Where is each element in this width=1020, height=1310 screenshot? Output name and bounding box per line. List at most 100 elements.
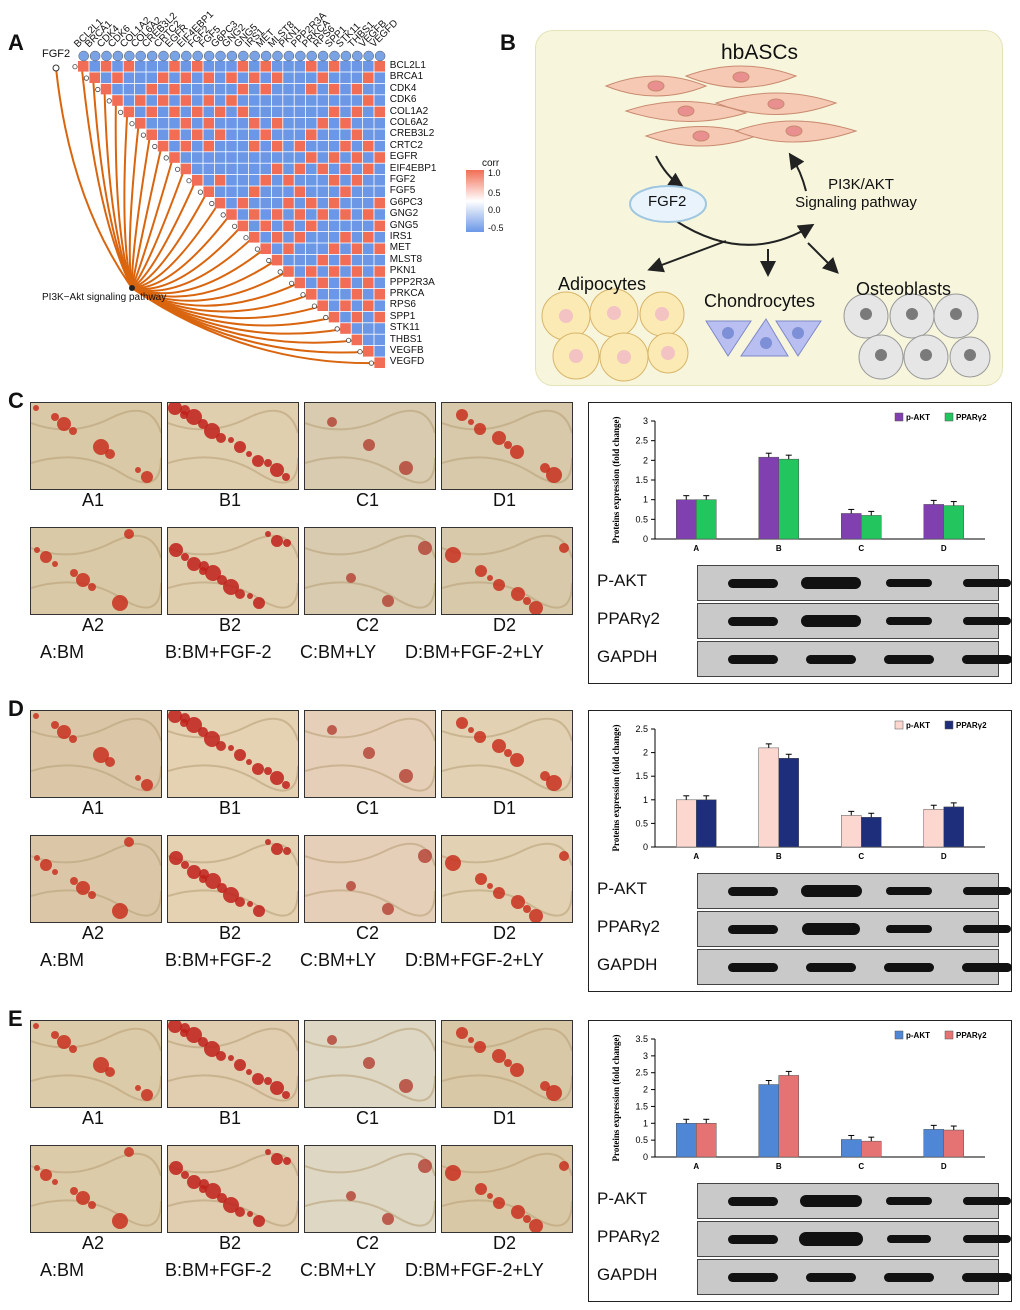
heatmap-cell <box>306 152 317 163</box>
heatmap-cell <box>283 83 294 95</box>
row-gene-label: PKN1 <box>389 265 416 277</box>
corr-tick-1: 1.0 <box>488 168 501 178</box>
heatmap-cell <box>363 129 374 140</box>
diagonal-node <box>95 86 101 93</box>
group-legend: A:BM <box>40 950 85 970</box>
heatmap-cell <box>340 277 351 289</box>
pathway-link <box>131 225 243 290</box>
heatmap-cell <box>123 61 135 72</box>
heatmap-cell <box>363 152 374 163</box>
column-marker <box>181 50 192 62</box>
heatmap-cell <box>157 106 169 118</box>
legend-swatch <box>944 1030 954 1040</box>
micrograph-caption: A2 <box>82 923 105 943</box>
heatmap-cell <box>363 254 374 266</box>
heatmap-cell <box>169 95 180 106</box>
column-marker <box>101 50 112 62</box>
heatmap-cell <box>328 106 340 118</box>
y-tick-label: 1 <box>643 1118 648 1128</box>
bar <box>778 1075 799 1158</box>
heatmap-cell <box>351 129 363 140</box>
heatmap-cell <box>306 243 317 254</box>
blot-strip <box>697 873 1011 909</box>
stain-texture <box>31 711 161 797</box>
heatmap-cell <box>271 140 283 152</box>
y-tick-label: 1.5 <box>635 475 648 485</box>
heatmap-cell <box>214 140 226 152</box>
row-gene-label: EGFR <box>389 151 418 163</box>
heatmap-cell <box>363 209 374 220</box>
heatmap-cell <box>363 106 374 118</box>
heatmap-cell <box>363 61 374 72</box>
heatmap-cell <box>271 186 283 197</box>
heatmap-cell <box>249 106 260 118</box>
pathway-link <box>131 236 254 292</box>
heatmap-cell <box>89 61 100 72</box>
heatmap-cell <box>351 186 363 197</box>
heatmap-cell <box>203 129 214 140</box>
heatmap-cell <box>363 232 374 243</box>
heatmap-cell <box>237 175 249 186</box>
heatmap-cell <box>283 72 294 83</box>
heatmap-cell <box>317 186 328 197</box>
heatmap-cell <box>146 106 157 118</box>
group-legend: D:BM+FGF-2+LY <box>405 1260 544 1280</box>
heatmap-cell <box>351 163 363 175</box>
heatmap-cell <box>237 140 249 152</box>
column-marker <box>295 50 306 62</box>
heatmap-cell <box>374 357 385 368</box>
heatmap-cell <box>363 83 374 95</box>
legend-label: p-AKT <box>906 1031 930 1040</box>
heatmap-cell <box>294 61 306 72</box>
heatmap-cell <box>237 72 249 83</box>
y-tick-label: 1.5 <box>635 1101 648 1111</box>
heatmap-cell <box>203 175 214 186</box>
stain-texture <box>31 403 161 489</box>
heatmap-cell <box>363 220 374 232</box>
heatmap-cell <box>374 266 385 277</box>
heatmap-cell <box>214 175 226 186</box>
fgf2-node: FGF2 <box>648 193 687 210</box>
heatmap-cell <box>169 152 180 163</box>
heatmap-cell <box>249 140 260 152</box>
diagonal-node <box>186 178 192 184</box>
heatmap-cell <box>317 163 328 175</box>
heatmap-cell <box>249 209 260 220</box>
heatmap-cell <box>157 72 169 83</box>
diagonal-node <box>220 212 226 218</box>
heatmap-cell <box>180 118 192 129</box>
heatmap-cell <box>203 163 214 175</box>
heatmap-cell <box>226 61 237 72</box>
heatmap-cell <box>328 61 340 72</box>
heatmap-cell <box>226 175 237 186</box>
heatmap-cell <box>203 140 214 152</box>
heatmap-cell <box>328 289 340 300</box>
blot-band <box>885 886 933 895</box>
diagonal-node <box>163 155 169 161</box>
heatmap-cell <box>226 83 237 95</box>
heatmap-cell <box>374 323 385 334</box>
diagonal-node <box>277 269 283 275</box>
pathway-link <box>131 157 174 289</box>
heatmap-cell <box>374 334 385 346</box>
column-marker <box>249 50 260 62</box>
heatmap-cell <box>363 163 374 175</box>
heatmap-cell <box>374 243 385 254</box>
heatmap-cell <box>306 220 317 232</box>
heatmap-cell <box>363 311 374 323</box>
heatmap-cell <box>351 106 363 118</box>
bar <box>676 499 697 540</box>
heatmap-cell <box>169 72 180 83</box>
bar <box>923 1129 944 1158</box>
osteoblasts-label: Osteoblasts <box>856 279 952 299</box>
micrograph-caption: D2 <box>493 615 517 635</box>
heatmap-cell <box>351 152 363 163</box>
signaling-line1: PI3K/AKT <box>828 176 894 193</box>
blot-band <box>806 654 856 664</box>
diagonal-node <box>83 75 90 81</box>
heatmap-cell <box>340 197 351 209</box>
diagonal-node <box>72 64 78 70</box>
pathway-link <box>123 112 133 289</box>
bar <box>943 806 964 848</box>
micrograph-caption: A1 <box>82 798 105 818</box>
